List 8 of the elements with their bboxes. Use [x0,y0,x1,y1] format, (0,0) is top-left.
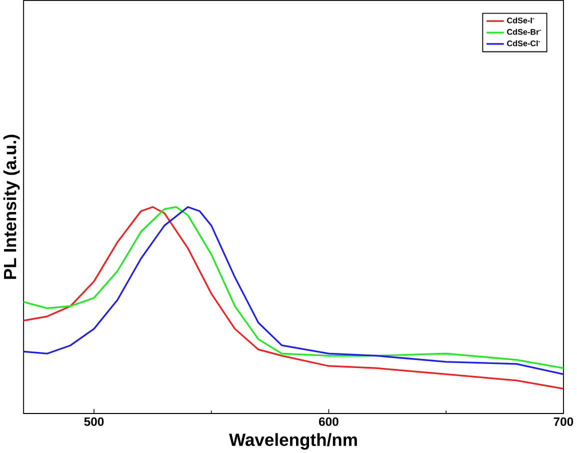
x-axis-title: Wavelength/nm [229,433,357,450]
legend-label: CdSe-Br$^{-}$ [507,28,541,35]
legend-label: CdSe-Cl$^{-}$ [507,40,540,46]
x-tick-label: 600 [319,417,338,426]
x-tick-label: 700 [554,417,574,426]
y-axis-title: PL Intensity (a.u.) [3,134,20,279]
legend-label: CdSe-I$^{-}$ [507,17,534,24]
x-tick-label: 500 [84,417,104,426]
